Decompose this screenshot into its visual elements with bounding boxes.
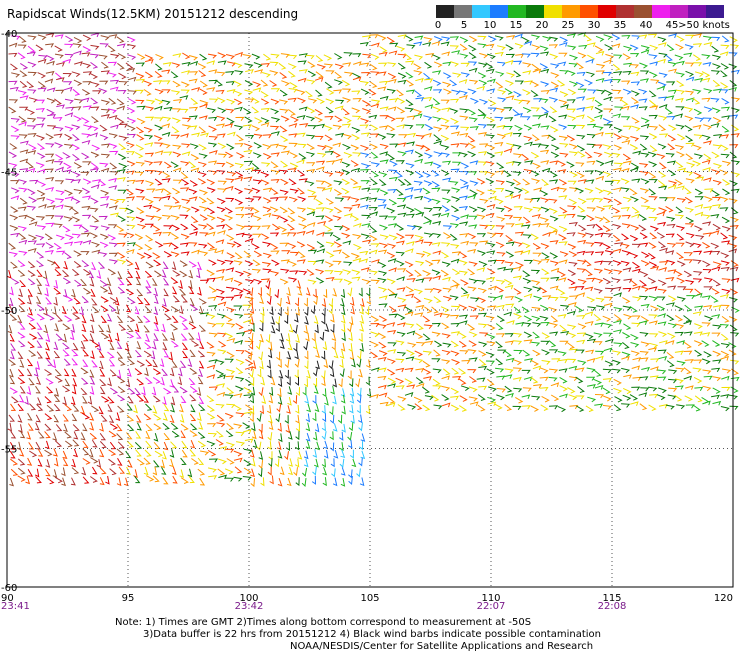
- legend-label: 45: [665, 20, 679, 31]
- legend-swatch: [544, 5, 562, 18]
- legend-label: 0: [434, 20, 442, 31]
- lon-tick-label: 100: [239, 593, 258, 604]
- lon-tick-label: 105: [360, 593, 379, 604]
- legend-label: 25: [561, 20, 575, 31]
- legend-label: >50 knots: [678, 20, 730, 31]
- pass-time-label: 22:08: [598, 601, 627, 612]
- legend-label: 20: [535, 20, 549, 31]
- legend-swatch: [652, 5, 670, 18]
- lat-tick-label: -55: [1, 445, 17, 456]
- note-line-2: 3)Data buffer is 22 hrs from 20151212 4)…: [143, 629, 601, 640]
- legend-swatch: [688, 5, 706, 18]
- lat-tick-label: -40: [1, 29, 17, 40]
- legend-swatch: [706, 5, 724, 18]
- legend-label: 40: [639, 20, 653, 31]
- lon-tick-label: 95: [122, 593, 135, 604]
- map-frame: [6, 32, 734, 588]
- legend-swatch: [490, 5, 508, 18]
- lon-tick-label: 115: [602, 593, 621, 604]
- pass-time-label: 23:41: [1, 601, 30, 612]
- legend-label: 15: [509, 20, 523, 31]
- legend-swatch: [472, 5, 490, 18]
- legend-swatch: [598, 5, 616, 18]
- legend-color-bar: [436, 5, 724, 18]
- legend-swatch: [580, 5, 598, 18]
- legend-swatch: [526, 5, 544, 18]
- note-line-1: Note: 1) Times are GMT 2)Times along bot…: [115, 617, 532, 628]
- legend-label: 10: [483, 20, 497, 31]
- lon-tick-label: 120: [714, 593, 733, 604]
- map-title: Rapidscat Winds(12.5KM) 20151212 descend…: [7, 7, 299, 21]
- lon-tick-label: 90: [1, 593, 14, 604]
- legend-swatch: [454, 5, 472, 18]
- pass-time-label: 23:42: [235, 601, 264, 612]
- legend-swatch: [634, 5, 652, 18]
- legend-swatch: [436, 5, 454, 18]
- legend-swatch: [562, 5, 580, 18]
- lat-tick-label: -50: [1, 306, 17, 317]
- legend-swatch: [508, 5, 526, 18]
- note-line-3: NOAA/NESDIS/Center for Satellite Applica…: [290, 641, 594, 652]
- lat-tick-label: -60: [1, 583, 17, 594]
- legend-swatch: [670, 5, 688, 18]
- lon-tick-label: 110: [481, 593, 500, 604]
- legend-label: 35: [613, 20, 627, 31]
- wind-speed-legend: 0 5 10 15 20 25 30 35 40 45 >50 knots: [434, 5, 730, 33]
- pass-time-label: 22:07: [477, 601, 506, 612]
- legend-label: 30: [587, 20, 601, 31]
- legend-label: 5: [460, 20, 468, 31]
- lat-tick-label: -45: [1, 168, 17, 179]
- legend-swatch: [616, 5, 634, 18]
